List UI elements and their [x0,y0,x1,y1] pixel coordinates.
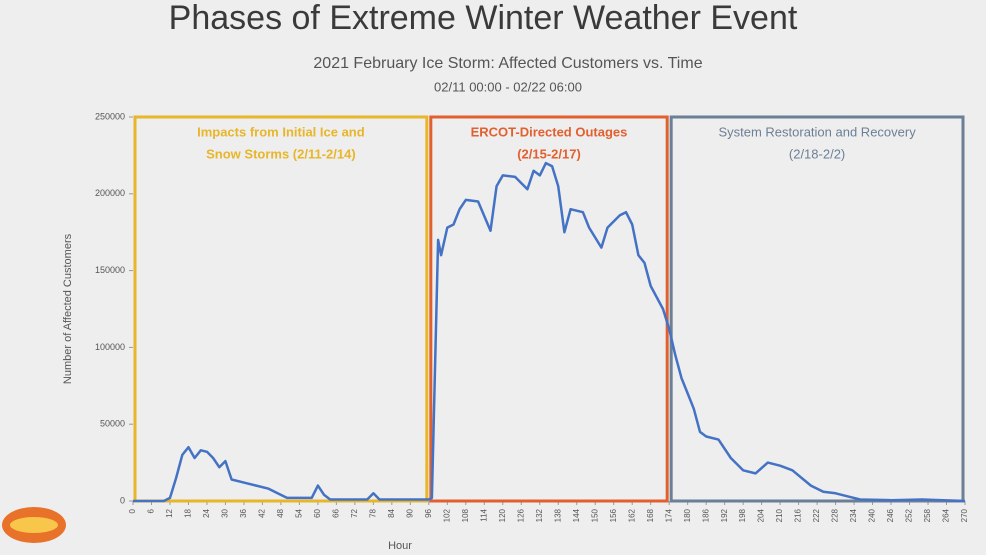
x-tick-label: 228 [831,508,840,522]
x-tick-label: 156 [609,508,618,522]
phase-label: Impacts from Initial Ice and [197,124,365,139]
phase-label: (2/15-2/17) [517,146,581,161]
x-tick-label: 18 [184,508,193,517]
x-tick-label: 186 [701,508,710,522]
y-tick-label: 250000 [95,111,125,121]
x-tick-label: 162 [627,508,636,522]
x-tick-label: 144 [572,508,581,522]
x-tick-label: 12 [165,508,174,517]
x-tick-label: 198 [738,508,747,522]
y-tick-label: 0 [120,495,125,505]
x-tick-label: 174 [664,508,673,522]
x-tick-label: 258 [923,508,932,522]
x-tick-label: 66 [331,508,340,517]
x-tick-label: 90 [405,508,414,517]
y-tick-label: 50000 [100,419,125,429]
x-tick-label: 114 [479,508,488,521]
x-tick-label: 42 [258,508,267,517]
date-range: 02/11 00:00 - 02/22 06:00 [434,79,582,94]
logo [2,507,66,543]
x-axis-label: Hour [388,540,412,552]
x-tick-label: 108 [461,508,470,522]
x-tick-label: 84 [387,508,396,517]
x-tick-label: 138 [553,508,562,522]
y-tick-label: 150000 [95,265,125,275]
x-tick-label: 168 [646,508,655,522]
x-tick-label: 192 [720,508,729,522]
x-tick-label: 216 [794,508,803,522]
x-tick-label: 234 [849,508,858,522]
x-tick-label: 36 [239,508,248,517]
x-tick-label: 150 [590,508,599,522]
y-tick-label: 100000 [95,342,125,352]
chart-subtitle: 2021 February Ice Storm: Affected Custom… [313,55,702,72]
x-tick-label: 252 [905,508,914,522]
x-tick-label: 264 [942,508,951,522]
x-tick-label: 78 [368,508,377,517]
x-tick-label: 180 [683,508,692,522]
phase-label: ERCOT-Directed Outages [471,124,628,139]
x-tick-label: 0 [128,508,137,513]
x-tick-label: 120 [498,508,507,522]
x-tick-label: 246 [886,508,895,522]
x-tick-label: 270 [960,508,969,522]
x-tick-label: 102 [442,508,451,522]
x-tick-label: 96 [424,508,433,517]
x-tick-label: 132 [535,508,544,522]
x-tick-label: 126 [516,508,525,522]
phase-box [133,115,429,503]
phase-label: Snow Storms (2/11-2/14) [206,146,356,161]
x-tick-label: 240 [868,508,877,522]
phase-box [429,115,669,503]
x-tick-label: 204 [757,508,766,522]
x-tick-label: 210 [775,508,784,522]
x-tick-label: 54 [295,508,304,517]
phase-label: (2/18-2/2) [789,146,845,161]
y-axis-label: Number of Affected Customers [62,233,74,384]
y-tick-label: 200000 [95,188,125,198]
x-tick-label: 72 [350,508,359,517]
x-tick-label: 24 [202,508,211,517]
x-tick-label: 60 [313,508,322,517]
chart-title: Phases of Extreme Winter Weather Event [169,0,798,37]
x-tick-label: 222 [812,508,821,522]
x-tick-label: 30 [221,508,230,517]
phase-label: System Restoration and Recovery [718,124,916,139]
phase-box [669,115,965,503]
x-tick-label: 48 [276,508,285,517]
data-line [133,161,966,503]
x-tick-label: 6 [147,508,156,513]
